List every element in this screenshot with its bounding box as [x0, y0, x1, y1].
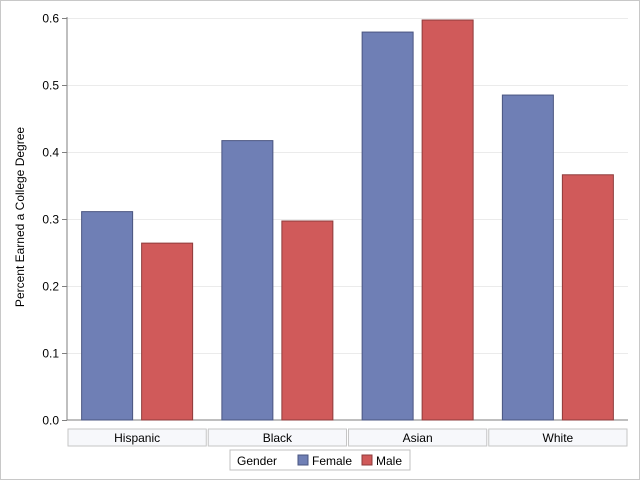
legend-swatch-female	[297, 454, 309, 466]
bar-female-black	[221, 140, 274, 421]
y-tick-label: 0.6	[42, 12, 59, 26]
y-tick-label: 0.2	[42, 280, 59, 294]
category-label-hispanic: Hispanic	[114, 431, 160, 445]
y-tick-label: 0.1	[42, 347, 59, 361]
category-label-white: White	[543, 431, 574, 445]
category-cell	[207, 428, 347, 447]
bar-male-black	[281, 220, 334, 421]
y-tick-label: 0.3	[42, 213, 59, 227]
bar-male-hispanic	[141, 242, 194, 421]
legend: Gender Female Male	[229, 449, 411, 471]
category-cell	[67, 428, 207, 447]
legend-swatch-male	[361, 454, 373, 466]
y-tick-label: 0.5	[42, 79, 59, 93]
y-axis: 0.0 0.1 0.2 0.3 0.4 0.5 0.6	[42, 12, 68, 428]
bar-female-white	[501, 94, 554, 421]
y-axis-label: Percent Earned a College Degree	[13, 127, 27, 307]
bar-male-white	[561, 174, 614, 421]
category-cell	[348, 428, 488, 447]
legend-title: Gender	[237, 454, 277, 468]
y-tick-label: 0.4	[42, 146, 59, 160]
bars	[81, 19, 614, 421]
bar-female-hispanic	[81, 211, 134, 421]
category-cell	[488, 428, 628, 447]
legend-label-male: Male	[376, 454, 402, 468]
bar-male-asian	[421, 19, 474, 421]
legend-label-female: Female	[312, 454, 352, 468]
bar-female-asian	[361, 31, 414, 421]
y-tick-label: 0.0	[42, 414, 59, 428]
category-label-black: Black	[263, 431, 293, 445]
category-label-asian: Asian	[403, 431, 433, 445]
category-labels: Hispanic Black Asian White	[67, 428, 628, 447]
